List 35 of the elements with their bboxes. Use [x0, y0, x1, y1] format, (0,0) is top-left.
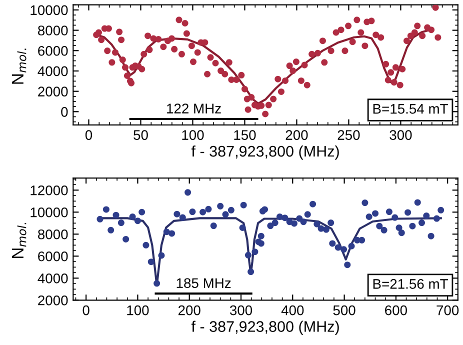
- annotation: 185 MHz: [176, 278, 231, 288]
- y-tick-label: 4000: [38, 273, 68, 284]
- x-tick-label: 200: [178, 305, 200, 316]
- x-tick-label: 0: [82, 305, 90, 316]
- x-axis-title: f - 387,923,800 (MHz): [191, 320, 339, 335]
- x-tick-label: 250: [338, 130, 360, 140]
- x-tick-label: 50: [134, 130, 148, 140]
- annotation: B=21.56 mT: [373, 279, 448, 289]
- y-tick-label: 0: [61, 106, 68, 117]
- y-tick-label: 8000: [38, 26, 68, 36]
- x-tick-label: 300: [230, 305, 252, 316]
- x-tick-label: 300: [390, 130, 412, 140]
- annotation: 122 MHz: [167, 104, 221, 114]
- y-tick-label: 2000: [38, 86, 68, 96]
- y-tick-label: 12000: [30, 185, 68, 196]
- y-axis-title: N$_{mol.}$: [12, 48, 26, 84]
- x-tick-label: 400: [281, 305, 304, 316]
- y-tick-label: 2000: [38, 295, 68, 306]
- y-tick-label: 6000: [38, 46, 68, 56]
- y-axis-title: N$_{mol.}$: [12, 222, 26, 258]
- annotation: B=15.54 mT: [373, 104, 448, 114]
- x-tick-label: 500: [333, 305, 356, 316]
- y-tick-label: 4000: [38, 66, 68, 76]
- x-tick-label: 100: [182, 130, 204, 140]
- y-tick-label: 10000: [30, 5, 68, 16]
- y-tick-label: 6000: [38, 251, 68, 262]
- x-tick-label: 700: [436, 305, 459, 316]
- x-axis-title: f - 387,923,800 (MHz): [191, 145, 339, 160]
- x-tick-label: 0: [85, 130, 92, 140]
- x-tick-label: 150: [234, 130, 256, 140]
- x-tick-label: 200: [286, 130, 308, 140]
- y-tick-label: 8000: [38, 229, 68, 240]
- y-tick-label: 10000: [30, 207, 68, 218]
- x-tick-label: 600: [385, 305, 407, 316]
- x-tick-label: 100: [127, 305, 149, 316]
